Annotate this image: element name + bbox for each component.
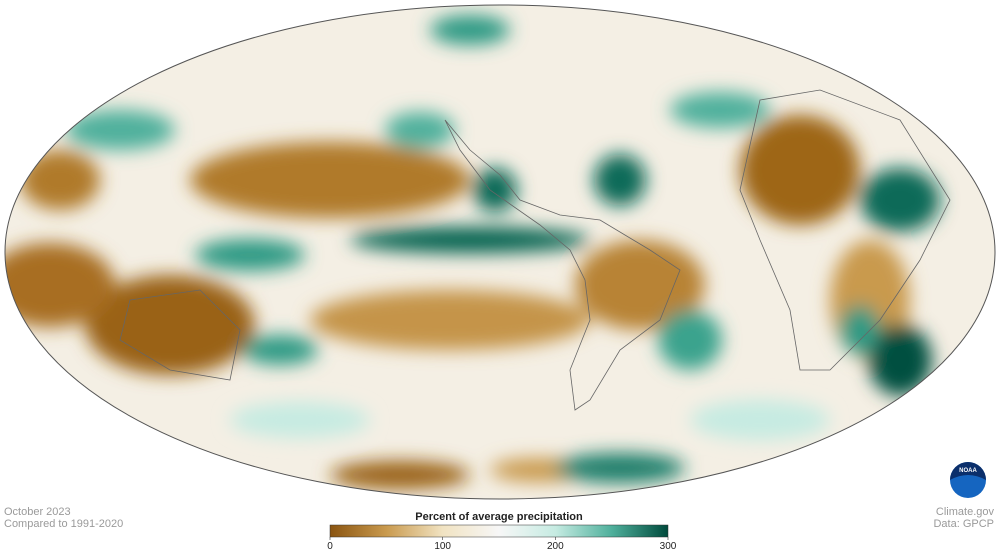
tick-label: 300 [660,541,677,552]
legend-title: Percent of average precipitation [415,511,583,523]
noaa-logo: NOAA [950,462,986,498]
logo-text: NOAA [959,468,977,474]
globe-outline [4,4,996,500]
baseline: Compared to 1991-2020 [4,518,123,530]
colorbar-ticks: 0 100 200 300 [327,537,677,552]
tick-label: 100 [434,541,451,552]
period: October 2023 [4,506,71,518]
source: Data: GPCP [933,518,994,530]
credit: Climate.gov [936,506,995,518]
tick-label: 200 [547,541,564,552]
tick-label: 0 [327,541,333,552]
colorbar [329,524,669,538]
